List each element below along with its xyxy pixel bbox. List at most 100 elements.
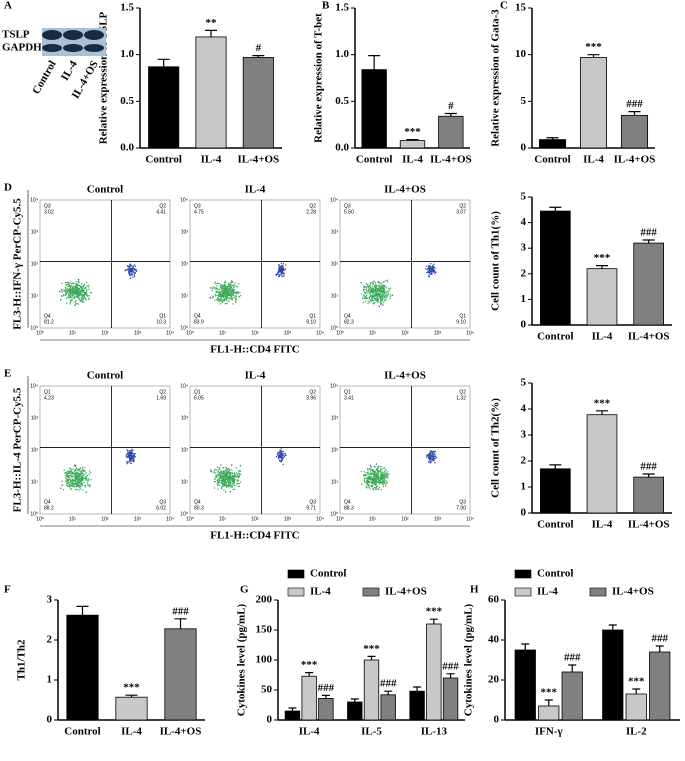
event-dot [375, 472, 378, 474]
event-dot [229, 485, 231, 487]
event-dot [366, 471, 369, 474]
event-dot [79, 300, 82, 302]
blot-band [42, 44, 62, 52]
event-dot [383, 483, 385, 485]
event-dot [431, 450, 433, 452]
event-dot [223, 288, 225, 291]
x-tick-label: 10⁰ [186, 330, 194, 336]
event-dot [76, 488, 78, 491]
event-dot [64, 287, 67, 289]
event-dot [428, 265, 430, 267]
x-tick-label: IL-4 [592, 519, 613, 531]
error-bar [568, 664, 577, 672]
event-dot [78, 297, 80, 300]
event-dot [233, 295, 235, 297]
quadrant-value: 80.3 [194, 505, 204, 511]
event-dot [67, 475, 69, 477]
event-dot [365, 481, 367, 484]
event-dot [227, 283, 229, 286]
y-tick-label: 2 [521, 267, 527, 279]
event-dot [431, 269, 433, 271]
event-dot [381, 473, 384, 475]
event-dot [375, 299, 378, 301]
event-dot [69, 282, 71, 284]
event-dot [87, 480, 89, 483]
event-dot [379, 297, 382, 300]
x-tick-label: 10³ [134, 330, 142, 336]
event-dot [375, 293, 378, 296]
x-tick-label: 10⁴ [316, 330, 324, 336]
event-dot [74, 293, 77, 296]
event-dot [371, 299, 374, 302]
event-dot [81, 300, 83, 303]
event-dot [387, 290, 389, 293]
event-dot [372, 284, 374, 286]
event-dot [69, 488, 71, 490]
event-dot [85, 472, 87, 474]
event-dot [85, 491, 87, 493]
y-tick-label: 10² [331, 447, 339, 453]
event-dot [76, 484, 78, 487]
significance-label: ### [564, 652, 581, 664]
event-dot [69, 470, 71, 473]
y-tick-label: 4 [521, 216, 527, 228]
event-dot [227, 294, 229, 297]
event-dot [280, 452, 283, 454]
event-dot [369, 470, 372, 472]
x-tick-label: 10¹ [219, 330, 227, 336]
event-dot [367, 476, 370, 479]
significance-label: *** [426, 606, 443, 618]
event-dot [279, 459, 281, 461]
event-dot [385, 480, 388, 482]
event-dot [384, 471, 387, 473]
event-dot [372, 487, 374, 490]
event-dot [229, 282, 232, 284]
event-dot [376, 478, 378, 480]
plot-title: Control [87, 184, 123, 196]
y-tick-label: 0.0 [335, 142, 349, 154]
event-dot [374, 487, 377, 489]
event-dot [377, 477, 379, 479]
event-dot [129, 455, 132, 457]
event-dot [383, 281, 385, 283]
event-dot [221, 476, 223, 479]
bar [633, 476, 665, 514]
y-tick-label: 10¹ [181, 293, 189, 299]
event-dot [220, 295, 222, 298]
y-tick-label: 10³ [31, 415, 39, 421]
event-dot [235, 472, 238, 474]
quadrant-name: Q4 [344, 499, 351, 505]
event-dot [69, 484, 72, 486]
significance-label: # [448, 100, 454, 112]
event-dot [217, 473, 219, 476]
event-dot [229, 475, 231, 478]
plot-frame [339, 385, 471, 515]
event-dot [220, 478, 222, 480]
event-dot [230, 289, 232, 292]
error-bar [642, 239, 655, 244]
y-axis-title: Th1/Th2 [16, 639, 28, 680]
y-tick-label: 2 [47, 634, 53, 646]
event-dot [67, 288, 70, 290]
event-dot [131, 450, 133, 453]
y-tick-label: 5 [521, 377, 527, 389]
event-dot [67, 479, 69, 482]
event-dot [223, 298, 225, 301]
event-dot [64, 291, 67, 293]
event-dot [75, 467, 78, 469]
x-tick-label: IL-4 [402, 154, 423, 166]
event-dot [216, 298, 218, 301]
event-dot [368, 481, 371, 483]
event-dot [433, 266, 436, 269]
event-dot [82, 290, 85, 293]
error-bar [367, 655, 376, 660]
event-dot [369, 299, 372, 301]
event-dot [60, 289, 63, 291]
event-dot [233, 297, 236, 299]
event-dot [131, 455, 133, 457]
panel-letter: H [470, 584, 479, 596]
event-dot [218, 473, 221, 475]
significance-label: ### [380, 678, 397, 690]
event-dot [225, 468, 228, 470]
event-dot [430, 461, 432, 463]
